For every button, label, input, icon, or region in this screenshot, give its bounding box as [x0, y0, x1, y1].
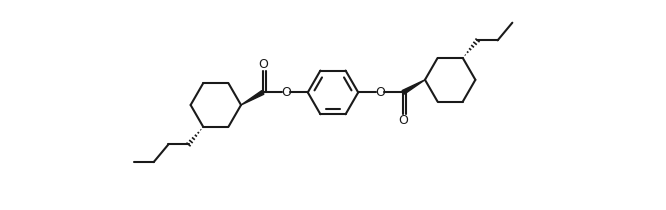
- Text: O: O: [258, 58, 268, 71]
- Text: O: O: [375, 86, 385, 99]
- Text: O: O: [398, 114, 408, 127]
- Polygon shape: [241, 91, 264, 105]
- Text: O: O: [281, 86, 291, 99]
- Polygon shape: [402, 80, 425, 94]
